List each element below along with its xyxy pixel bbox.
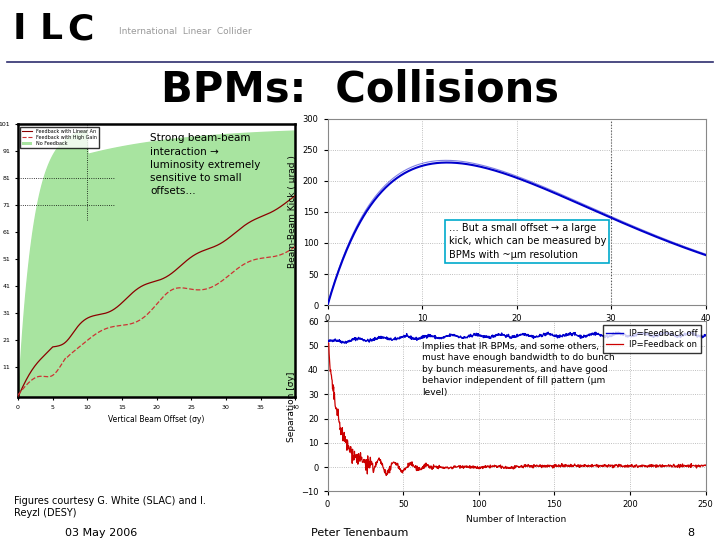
Text: C: C xyxy=(67,12,94,46)
Text: BPMs:  Collisions: BPMs: Collisions xyxy=(161,68,559,110)
Text: L: L xyxy=(40,12,63,46)
IP=Feedback on xyxy=(362,456,371,463)
Y-axis label: Beam-Beam Kick ( μrad ): Beam-Beam Kick ( μrad ) xyxy=(288,156,297,268)
IP=Feedback off xyxy=(323,339,332,345)
Legend: Feedback with Linear An, Feedback with High Gain, No Feedback: Feedback with Linear An, Feedback with H… xyxy=(20,127,99,148)
Y-axis label: Separation [σy]: Separation [σy] xyxy=(287,371,295,442)
IP=Feedback off xyxy=(611,329,620,335)
IP=Feedback on xyxy=(490,462,499,468)
IP=Feedback off xyxy=(490,333,499,339)
Text: International  Linear  Collider: International Linear Collider xyxy=(119,27,251,36)
IP=Feedback on xyxy=(382,472,390,478)
Text: Figures courtesy G. White (SLAC) and I.
Reyzl (DESY): Figures courtesy G. White (SLAC) and I. … xyxy=(14,496,206,518)
X-axis label: Number of Interaction: Number of Interaction xyxy=(467,515,567,524)
Text: 03 May 2006: 03 May 2006 xyxy=(65,528,137,538)
Text: I: I xyxy=(13,12,27,46)
IP=Feedback off xyxy=(626,333,634,340)
Line: IP=Feedback off: IP=Feedback off xyxy=(328,332,706,343)
IP=Feedback off xyxy=(701,332,710,339)
IP=Feedback off xyxy=(583,333,592,339)
Text: Implies that IR BPMs, and some others,
must have enough bandwidth to do bunch
by: Implies that IR BPMs, and some others, m… xyxy=(422,342,615,396)
Text: Peter Tenenbaum: Peter Tenenbaum xyxy=(311,528,409,538)
IP=Feedback on xyxy=(583,462,592,469)
X-axis label: Vertical Beam Offset ( σy ): Vertical Beam Offset ( σy ) xyxy=(456,329,577,338)
IP=Feedback on xyxy=(625,462,634,469)
Legend: IP=Feedback off, IP=Feedback on: IP=Feedback off, IP=Feedback on xyxy=(603,326,701,353)
IP=Feedback off xyxy=(618,332,627,339)
Text: 8: 8 xyxy=(688,528,695,538)
IP=Feedback off xyxy=(477,332,485,339)
X-axis label: Vertical Beam Offset (σy): Vertical Beam Offset (σy) xyxy=(109,415,204,424)
Text: Strong beam-beam
interaction →
luminosity extremely
sensitive to small
offsets…: Strong beam-beam interaction → luminosit… xyxy=(150,133,261,196)
IP=Feedback off xyxy=(362,338,371,345)
Text: … But a small offset → a large
kick, which can be measured by
BPMs with ~μm reso: … But a small offset → a large kick, whi… xyxy=(449,223,606,260)
IP=Feedback on xyxy=(477,464,485,470)
IP=Feedback off xyxy=(342,340,351,347)
IP=Feedback on xyxy=(323,340,332,347)
IP=Feedback on xyxy=(701,462,710,468)
IP=Feedback on xyxy=(618,463,627,470)
Line: IP=Feedback on: IP=Feedback on xyxy=(328,343,706,475)
